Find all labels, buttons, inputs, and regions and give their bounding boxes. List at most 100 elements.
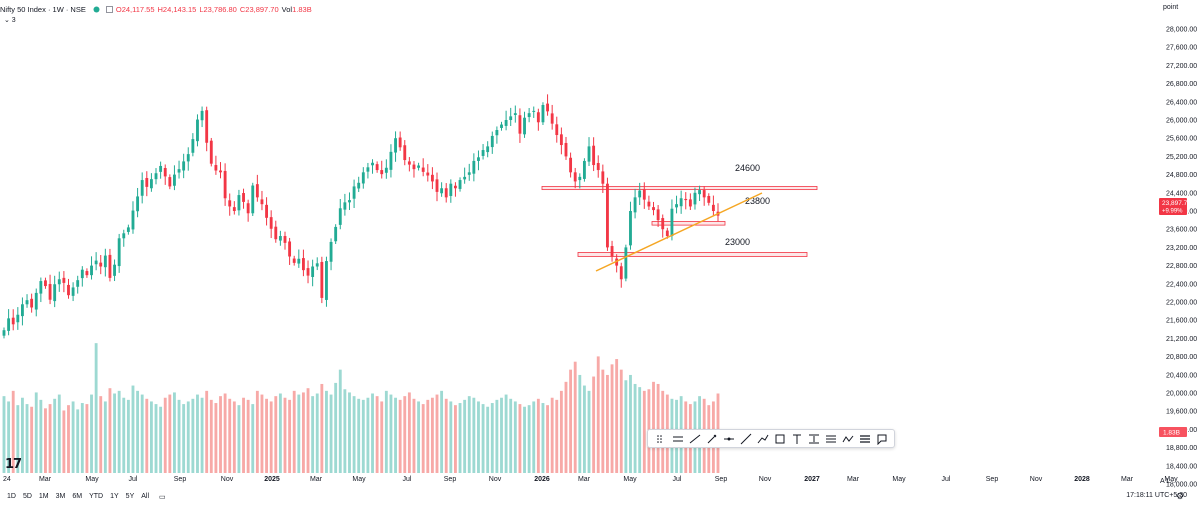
- horizontal-lines-icon[interactable]: [669, 431, 686, 446]
- drag-handle-icon[interactable]: [652, 431, 669, 446]
- candle-body: [131, 210, 135, 230]
- price-tick-label: 20,000.00: [1166, 391, 1197, 398]
- rectangle-icon[interactable]: [771, 431, 788, 446]
- comment-icon[interactable]: [873, 431, 890, 446]
- candle-body: [196, 119, 199, 142]
- candle-body: [698, 190, 702, 195]
- time-tick-label: Jul: [129, 476, 138, 483]
- candle-body: [661, 218, 665, 230]
- candle-body: [99, 262, 103, 267]
- volume-bar: [624, 380, 628, 473]
- candle-body: [71, 287, 75, 296]
- range-3m[interactable]: 3M: [55, 493, 66, 500]
- range-5d[interactable]: 5D: [22, 493, 32, 500]
- candle-body: [85, 271, 89, 276]
- candle-body: [638, 190, 642, 198]
- time-tick-label: Nov: [489, 476, 502, 483]
- candle-body: [472, 160, 476, 174]
- range-all[interactable]: All: [141, 493, 150, 500]
- candle-body: [509, 116, 513, 120]
- price-tick-label: 27,200.00: [1166, 63, 1197, 70]
- candle-body: [237, 195, 241, 211]
- volume-bar: [292, 390, 296, 473]
- candle-body: [573, 172, 577, 182]
- settings-icon[interactable]: ⚙: [1176, 491, 1185, 501]
- volume-bar: [490, 403, 494, 473]
- candle-body: [48, 284, 52, 300]
- candle-body: [7, 318, 11, 331]
- candle-body: [159, 165, 163, 172]
- candle-body: [122, 233, 126, 239]
- pattern-icon[interactable]: [839, 431, 856, 446]
- volume-bar: [186, 401, 190, 473]
- volume-bar: [375, 396, 379, 473]
- volume-bar: [274, 396, 278, 473]
- collapse-indicators-button[interactable]: ⌄ 3: [4, 17, 16, 24]
- volume-bar: [311, 396, 315, 473]
- range-1y[interactable]: 1Y: [110, 493, 119, 500]
- price-tick-label: 28,000.00: [1166, 27, 1197, 34]
- candle-body: [481, 150, 485, 156]
- candle-body: [246, 203, 250, 214]
- list-icon[interactable]: [856, 431, 873, 446]
- tradingview-logo[interactable]: 17: [5, 457, 22, 472]
- volume-bar: [85, 404, 89, 473]
- auto-log-toggle[interactable]: A L: [1160, 478, 1171, 485]
- text-icon[interactable]: [788, 431, 805, 446]
- clock[interactable]: 17:18:11 UTC+5:30: [1126, 492, 1187, 499]
- volume-bar: [467, 396, 471, 473]
- volume-bar: [159, 406, 163, 473]
- volume-bar: [472, 397, 476, 473]
- drawing-toolbar[interactable]: [647, 429, 895, 448]
- volume-bar: [149, 401, 153, 473]
- volume-bar: [255, 390, 259, 473]
- time-tick-label: May: [623, 476, 637, 483]
- candle-body: [278, 236, 282, 241]
- brush-icon[interactable]: [703, 431, 720, 446]
- candle-body: [652, 207, 655, 211]
- price-tick-label: 24,400.00: [1166, 190, 1197, 197]
- measure-icon[interactable]: [822, 431, 839, 446]
- line-icon[interactable]: [737, 431, 754, 446]
- volume-bar: [301, 392, 305, 473]
- time-tick-label: Mar: [578, 476, 591, 483]
- price-tick-label: 23,600.00: [1166, 227, 1197, 234]
- volume-bar: [136, 390, 140, 473]
- ray-icon[interactable]: [720, 431, 737, 446]
- volume-bar: [394, 397, 397, 473]
- range-5y[interactable]: 5Y: [125, 493, 135, 500]
- candle-body: [490, 135, 494, 148]
- time-tick-label: 2025: [264, 476, 280, 483]
- volume-bars: [2, 343, 720, 473]
- path-icon[interactable]: [754, 431, 771, 446]
- candle-body: [619, 266, 623, 280]
- range-1m[interactable]: 1M: [38, 493, 49, 500]
- price-range-icon[interactable]: [805, 431, 822, 446]
- price-tags: 23,897.70 +9.99% 1.83B: [1159, 198, 1191, 437]
- calendar-icon[interactable]: ▭: [159, 493, 166, 501]
- volume-label: Vol: [281, 4, 293, 14]
- time-tick-label: Jul: [942, 476, 951, 483]
- volume-bar: [638, 387, 642, 473]
- range-1d[interactable]: 1D: [7, 493, 16, 500]
- volume-bar: [7, 401, 11, 473]
- candle-body: [417, 165, 421, 168]
- candle-body: [684, 198, 688, 201]
- flag-icon[interactable]: [105, 5, 113, 13]
- candle-body: [80, 269, 84, 279]
- range-6m[interactable]: 6M: [72, 493, 83, 500]
- symbol-title[interactable]: Nifty 50 Index · 1W · NSE: [0, 4, 86, 14]
- range-ytd[interactable]: YTD: [89, 493, 104, 500]
- volume-bar: [532, 401, 536, 473]
- volume-bar: [246, 399, 250, 473]
- trend-line-icon[interactable]: [686, 431, 703, 446]
- price-tick-label: 18,400.00: [1166, 463, 1197, 470]
- volume-bar: [596, 356, 600, 473]
- candle-body: [679, 198, 683, 207]
- volume-bar: [177, 399, 181, 473]
- price-scale-unit[interactable]: point: [1163, 4, 1179, 11]
- volume-bar: [500, 397, 503, 473]
- volume-bar: [587, 390, 591, 473]
- time-tick-label: Mar: [310, 476, 323, 483]
